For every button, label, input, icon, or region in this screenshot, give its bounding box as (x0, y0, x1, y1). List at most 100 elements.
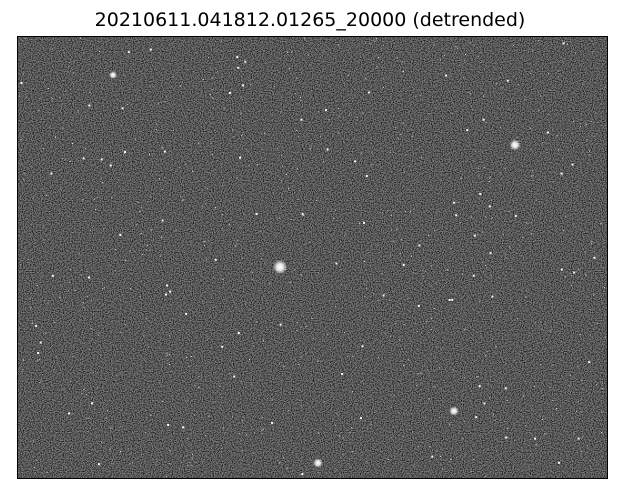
faint-star (503, 243, 505, 245)
faint-star (470, 216, 472, 218)
faint-star (440, 387, 442, 389)
faint-star (369, 43, 371, 45)
faint-star (169, 273, 170, 275)
faint-star (215, 206, 217, 208)
faint-star (146, 244, 148, 246)
faint-star (604, 287, 605, 289)
faint-star (512, 469, 514, 471)
faint-star (509, 245, 511, 247)
faint-star (446, 96, 448, 98)
faint-star (290, 281, 292, 283)
faint-star (42, 159, 44, 161)
faint-star (396, 229, 398, 231)
faint-star (546, 131, 549, 134)
faint-star (29, 298, 31, 300)
faint-star (591, 243, 593, 245)
faint-star (431, 455, 434, 458)
faint-star (399, 252, 401, 254)
faint-star (239, 226, 241, 228)
faint-star (478, 198, 480, 200)
faint-star (316, 358, 318, 360)
faint-star (400, 134, 402, 135)
faint-star (124, 324, 126, 325)
faint-star (454, 373, 456, 375)
faint-star (574, 52, 576, 54)
faint-star (387, 459, 389, 460)
faint-star (577, 400, 579, 402)
faint-star (208, 415, 210, 417)
faint-star (23, 179, 25, 181)
faint-star (533, 174, 534, 176)
faint-star (345, 233, 347, 235)
faint-star (529, 431, 530, 433)
faint-star (59, 97, 61, 99)
faint-star (211, 89, 213, 91)
faint-star (448, 299, 451, 301)
faint-star (556, 229, 558, 231)
faint-star (491, 217, 493, 219)
faint-star (129, 463, 131, 464)
faint-star (438, 73, 440, 75)
faint-star (371, 164, 373, 166)
faint-star (556, 409, 558, 411)
faint-star (480, 141, 482, 143)
faint-star (398, 412, 400, 414)
faint-star (338, 44, 340, 46)
faint-star (220, 393, 222, 395)
faint-star (191, 444, 193, 446)
faint-star (186, 356, 188, 358)
faint-star (228, 223, 230, 225)
faint-star (376, 38, 377, 40)
faint-star (383, 86, 384, 88)
faint-star (538, 325, 540, 327)
faint-star (309, 148, 311, 150)
faint-star (600, 223, 602, 224)
faint-star (394, 455, 396, 457)
faint-star (429, 446, 431, 448)
faint-star (500, 172, 502, 174)
faint-star (127, 103, 129, 105)
faint-star (85, 393, 87, 395)
faint-star (427, 369, 429, 371)
faint-star (507, 428, 509, 429)
faint-star (485, 65, 487, 67)
faint-star (135, 223, 137, 225)
faint-star (113, 259, 115, 261)
faint-star (450, 459, 452, 460)
faint-star (389, 254, 391, 256)
faint-star (141, 254, 143, 255)
faint-star (549, 330, 551, 332)
faint-star (185, 409, 186, 411)
faint-star (585, 251, 587, 253)
faint-star (344, 82, 346, 84)
faint-star (492, 414, 494, 416)
faint-star (173, 103, 174, 105)
faint-star (68, 412, 71, 415)
faint-star (118, 208, 120, 210)
faint-star (53, 369, 55, 371)
faint-star (516, 137, 518, 138)
faint-star (530, 72, 532, 74)
faint-star (425, 270, 427, 272)
faint-star (450, 247, 452, 249)
faint-star (408, 165, 410, 167)
faint-star (379, 345, 381, 347)
faint-star (43, 459, 45, 461)
faint-star (66, 269, 68, 271)
faint-star (85, 444, 87, 446)
faint-star (481, 60, 483, 62)
faint-star (236, 177, 238, 179)
faint-star (522, 237, 524, 239)
faint-star (373, 293, 375, 295)
faint-star (21, 149, 23, 151)
faint-star (433, 307, 435, 309)
faint-star (115, 248, 117, 250)
faint-star (243, 417, 245, 418)
faint-star (578, 191, 580, 193)
faint-star (464, 53, 466, 55)
faint-star (381, 66, 383, 68)
faint-star (433, 44, 435, 46)
faint-star (417, 373, 419, 375)
faint-star (239, 433, 241, 435)
faint-star (150, 414, 152, 416)
